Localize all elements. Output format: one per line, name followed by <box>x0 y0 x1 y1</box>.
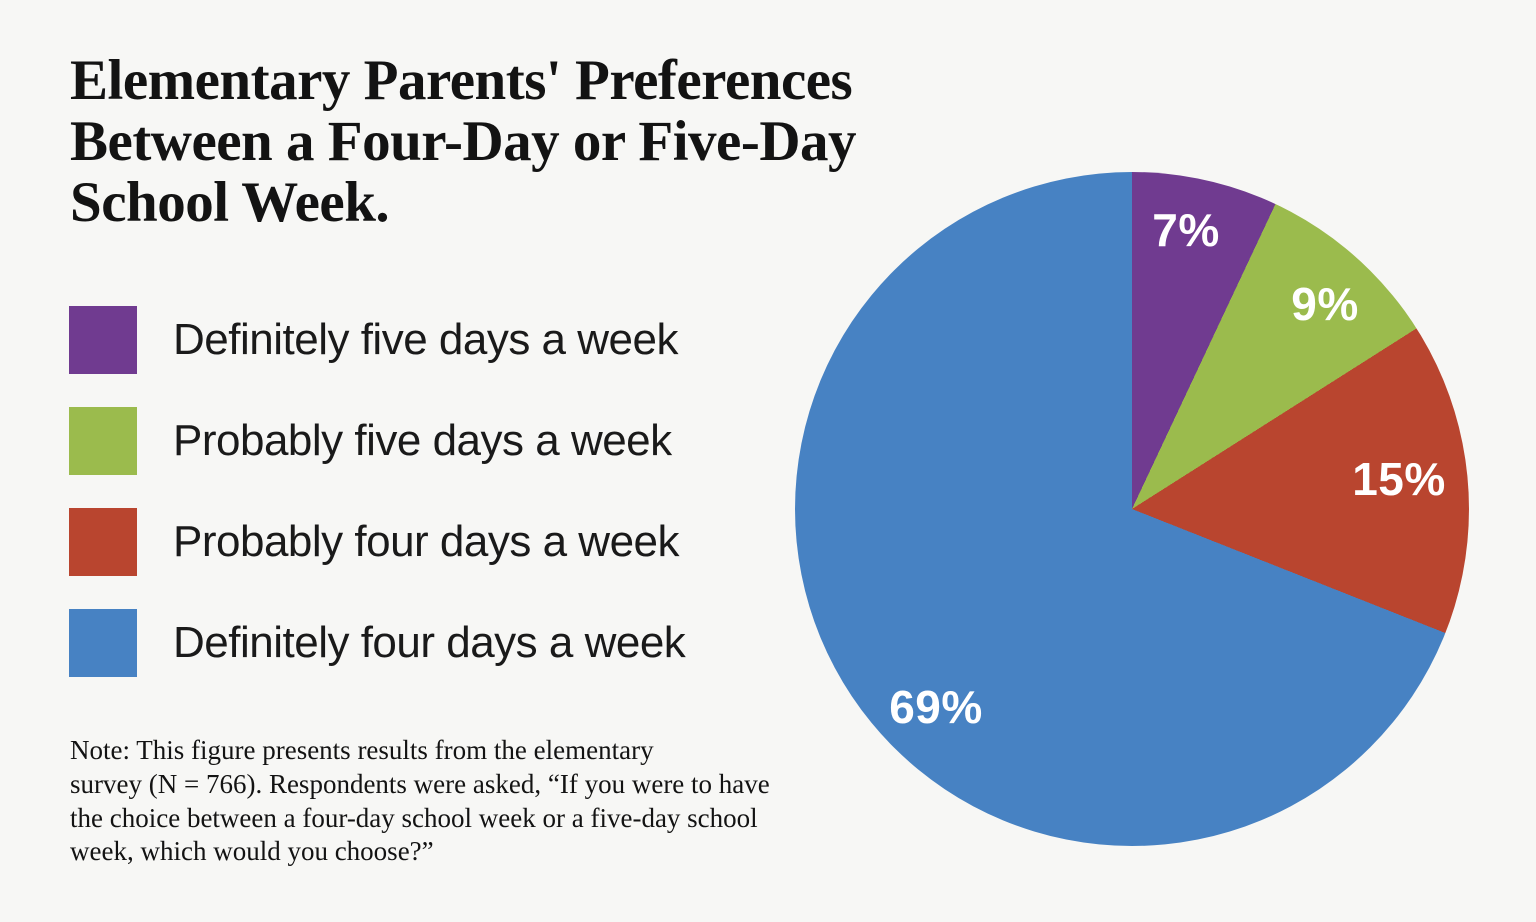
legend-item-definitely-five: Definitely five days a week <box>69 306 685 374</box>
legend-item-label: Probably five days a week <box>173 416 672 465</box>
legend-swatch-green <box>69 407 137 475</box>
slice-label-probably-five: 9% <box>1291 278 1359 330</box>
legend-swatch-purple <box>69 306 137 374</box>
page-title: Elementary Parents' Preferences Between … <box>70 49 856 234</box>
legend-swatch-blue <box>69 609 137 677</box>
legend-item-probably-four: Probably four days a week <box>69 508 685 576</box>
pie-circle <box>795 172 1469 846</box>
footnote: Note: This figure presents results from … <box>70 735 770 867</box>
slice-label-definitely-five: 7% <box>1152 204 1220 256</box>
legend-swatch-red <box>69 508 137 576</box>
slice-label-probably-four: 15% <box>1352 453 1446 505</box>
legend-item-label: Probably four days a week <box>173 517 680 566</box>
legend-item-label: Definitely four days a week <box>173 618 686 667</box>
legend-item-probably-five: Probably five days a week <box>69 407 685 475</box>
pie-chart: 7% 9% 15% 69% <box>795 172 1469 846</box>
legend-item-definitely-four: Definitely four days a week <box>69 609 686 677</box>
slice-label-definitely-four: 69% <box>889 681 983 733</box>
legend-item-label: Definitely five days a week <box>173 315 678 364</box>
legend: Definitely five days a week Probably fiv… <box>69 306 686 710</box>
